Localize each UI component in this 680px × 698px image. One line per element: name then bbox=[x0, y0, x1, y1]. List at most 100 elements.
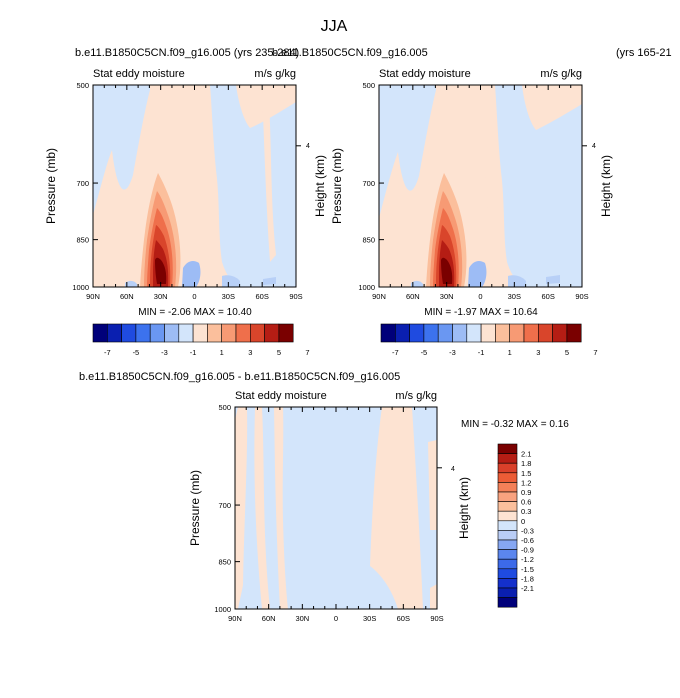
panel-3-y2-tick-label: 4 bbox=[451, 466, 455, 473]
panel-1-title: b.e11.B1850C5CN.f09_g16.005 (yrs 235-284… bbox=[75, 47, 299, 59]
panel-2-y-tick-label: 700 bbox=[362, 179, 375, 188]
colorbar-box bbox=[207, 323, 222, 343]
colorbar-box bbox=[497, 462, 518, 474]
panel-1-y-tick-label: 700 bbox=[76, 179, 89, 188]
colorbar-box bbox=[497, 453, 518, 464]
colorbar-box bbox=[192, 323, 208, 343]
colorbar-box bbox=[552, 323, 568, 343]
colorbar-box bbox=[164, 323, 180, 343]
panel-1-x-tick-label: 30N bbox=[154, 292, 168, 301]
panel-2-axes: 90N 60N 30N 0 30S 60S 90S 500 700 850 1000 bbox=[358, 81, 588, 301]
colorbar-label: 5 bbox=[565, 348, 569, 357]
colorbar-box bbox=[149, 323, 165, 343]
panel-1: b.e11.B1850C5CN.f09_g16.005 (yrs 235-284… bbox=[44, 47, 327, 357]
panel-3-x-tick-label: 0 bbox=[334, 614, 338, 623]
panel-3-colorbar: 2.11.81.51.20.90.60.30-0.3-0.6-0.9-1.2-1… bbox=[497, 443, 534, 608]
colorbar-box bbox=[497, 472, 518, 483]
panel-3-y-tick-label: 500 bbox=[218, 403, 231, 412]
colorbar-label: 7 bbox=[593, 348, 597, 357]
colorbar-box bbox=[497, 443, 518, 454]
panel-2-x-tick-label: 90N bbox=[372, 292, 386, 301]
panel-3-x-tick-label: 60N bbox=[262, 614, 276, 623]
panel-3-x-tick-label: 90S bbox=[430, 614, 443, 623]
panel-2-ylabel: Pressure (mb) bbox=[330, 148, 344, 224]
colorbar-label: 0.9 bbox=[521, 488, 531, 497]
colorbar-box bbox=[380, 323, 396, 343]
colorbar-label: -1.5 bbox=[521, 565, 534, 574]
panel-2-x-tick-label: 60N bbox=[406, 292, 420, 301]
colorbar-box bbox=[466, 323, 482, 343]
panel-1-x-tick-label: 0 bbox=[192, 292, 196, 301]
panel-1-axes: 90N 60N 30N 0 30S 60S 90S 500 700 850 1000 bbox=[72, 81, 302, 301]
colorbar-box bbox=[452, 323, 468, 343]
colorbar-label: -7 bbox=[392, 348, 399, 357]
colorbar-label: 0 bbox=[521, 517, 525, 526]
panel-2-units: m/s g/kg bbox=[540, 68, 582, 80]
panel-1-y2label: Height (km) bbox=[313, 155, 327, 217]
colorbar-box bbox=[523, 323, 539, 343]
panel-3-y-tick-label: 850 bbox=[218, 558, 231, 567]
panel-2: b.e11.B1850C5CN.f09_g16.005 (yrs 165-21 … bbox=[272, 47, 672, 357]
panel-1-x-tick-label: 90S bbox=[289, 292, 302, 301]
colorbar-box bbox=[497, 587, 518, 598]
colorbar-box bbox=[250, 323, 265, 343]
panel-1-field bbox=[93, 85, 296, 287]
panel-2-y2-tick-label: 4 bbox=[592, 143, 596, 150]
colorbar-label: -3 bbox=[161, 348, 168, 357]
colorbar-box bbox=[497, 510, 518, 522]
colorbar-label: -0.9 bbox=[521, 546, 534, 555]
colorbar-box bbox=[509, 323, 525, 343]
panel-3-axes: 90N 60N 30N 0 30S 60S 90S 500 700 850 1000 bbox=[214, 403, 443, 623]
panel-2-x-tick-label: 0 bbox=[478, 292, 482, 301]
colorbar-box bbox=[497, 491, 518, 502]
panel-2-x-tick-label: 90S bbox=[575, 292, 588, 301]
panel-1-y2-tick-label: 4 bbox=[306, 143, 310, 150]
colorbar-box bbox=[409, 323, 425, 343]
colorbar-label: -0.6 bbox=[521, 536, 534, 545]
colorbar-label: -1.8 bbox=[521, 574, 534, 583]
colorbar-label: -7 bbox=[104, 348, 111, 357]
panel-2-colorbar: -7 -5 -3 -1 1 3 5 7 bbox=[380, 323, 598, 357]
colorbar-label: -1 bbox=[478, 348, 485, 357]
colorbar-label: 7 bbox=[305, 348, 309, 357]
colorbar-box bbox=[497, 482, 518, 493]
colorbar-box bbox=[497, 501, 518, 512]
colorbar-box bbox=[264, 323, 280, 343]
colorbar-box bbox=[394, 323, 410, 343]
colorbar-box bbox=[537, 323, 553, 343]
panel-3-x-tick-label: 90N bbox=[228, 614, 242, 623]
panel-3-ylabel: Pressure (mb) bbox=[188, 470, 202, 546]
colorbar-label: 3 bbox=[248, 348, 252, 357]
colorbar-box bbox=[178, 323, 194, 343]
colorbar-box bbox=[423, 323, 439, 343]
colorbar-label: 1.2 bbox=[521, 478, 531, 487]
panel-1-ylabel: Pressure (mb) bbox=[44, 148, 58, 224]
colorbar-label: -1.2 bbox=[521, 555, 534, 564]
colorbar-label: 0.6 bbox=[521, 498, 531, 507]
colorbar-box bbox=[480, 323, 496, 343]
panel-1-y-tick-label: 850 bbox=[76, 236, 89, 245]
panel-2-y2label: Height (km) bbox=[599, 155, 613, 217]
panel-2-field bbox=[379, 85, 582, 287]
panel-2-y-tick-label: 500 bbox=[362, 81, 375, 90]
panel-2-y-tick-label: 850 bbox=[362, 236, 375, 245]
panel-1-y-tick-label: 1000 bbox=[72, 283, 89, 292]
colorbar-label: -2.1 bbox=[521, 584, 534, 593]
colorbar-label: -5 bbox=[133, 348, 140, 357]
colorbar-box bbox=[497, 568, 518, 579]
panel-3-field bbox=[235, 407, 437, 609]
colorbar-box bbox=[497, 597, 518, 608]
colorbar-box bbox=[497, 578, 518, 589]
panel-1-x-tick-label: 60S bbox=[255, 292, 268, 301]
figure-title: JJA bbox=[321, 18, 348, 35]
colorbar-label: -3 bbox=[449, 348, 456, 357]
colorbar-box bbox=[495, 323, 510, 343]
panel-3-x-tick-label: 30N bbox=[295, 614, 309, 623]
colorbar-label: 1.8 bbox=[521, 459, 531, 468]
colorbar-box bbox=[497, 558, 518, 570]
panel-3-x-tick-label: 60S bbox=[397, 614, 410, 623]
colorbar-label: 3 bbox=[536, 348, 540, 357]
panel-1-y-tick-label: 500 bbox=[76, 81, 89, 90]
panel-3-stats: MIN = -0.32 MAX = 0.16 bbox=[461, 419, 569, 430]
